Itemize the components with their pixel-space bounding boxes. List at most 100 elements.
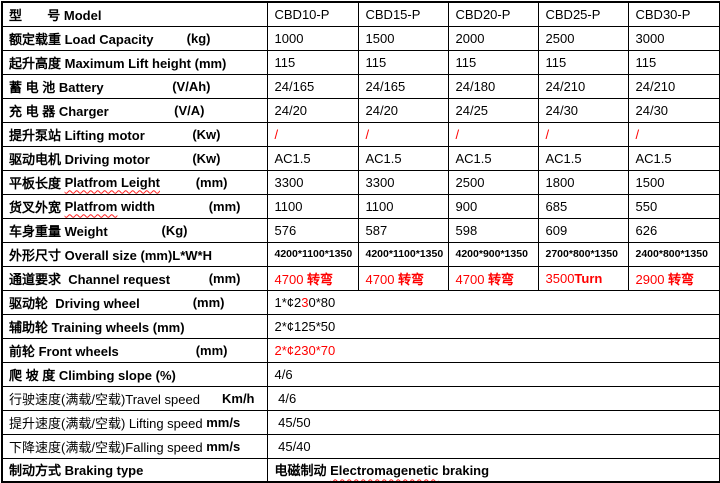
text-segment: CBD20-P	[455, 6, 511, 22]
text-segment: 爬 坡 度 Climbing slope (%)	[9, 367, 176, 383]
value-cell: 115	[357, 49, 449, 75]
text-segment: 45/40	[274, 438, 311, 454]
row-label-content: 额定载重 Load Capacity (kg)	[9, 29, 266, 48]
text-segment: 24/25	[455, 102, 489, 118]
lift-height-row: 起升高度 Maximum Lift height (mm) 115 115 115 11…	[1, 49, 720, 75]
value-cell: 24/210	[627, 73, 720, 99]
battery-row: 蓄 电 池 Battery (V/Ah) 24/165 24/165 24/180 24/…	[1, 73, 720, 99]
text-segment: 3000	[635, 30, 665, 46]
value-cell: /	[447, 121, 539, 147]
row-label: 充 电 器 Charger (V/A)	[1, 97, 268, 123]
value-cell: AC1.5	[266, 145, 359, 171]
value-cell: /	[266, 121, 359, 147]
text-segment: /	[545, 126, 550, 142]
text-segment: (Kw)	[192, 126, 221, 142]
value-cell: 24/20	[357, 97, 449, 123]
row-label-content: 下降速度(满载/空载)Falling speed mm/s	[9, 437, 266, 456]
text-segment: 24/30	[545, 102, 579, 118]
text-segment: 2*¢230*70	[274, 342, 336, 358]
text-segment: CBD10-P	[274, 6, 330, 22]
row-label-content: 爬 坡 度 Climbing slope (%)	[9, 365, 266, 384]
row-value-merged: 2*¢230*70	[266, 337, 720, 363]
text-segment: 行驶速度(满载/空载)Travel speed	[9, 391, 200, 407]
row-value-merged: 电磁制动 Electromagenetic braking	[266, 457, 720, 483]
text-segment: 3300	[274, 174, 304, 190]
text-segment: 转弯	[668, 271, 695, 287]
text-segment: 1*¢2	[274, 294, 302, 310]
row-label-content: 前轮 Front wheels (mm)	[9, 341, 266, 360]
text-segment: Electromagenetic	[330, 463, 439, 479]
value-cell: 24/30	[627, 97, 720, 123]
row-label: 前轮 Front wheels (mm)	[1, 337, 268, 363]
row-label-content: 提升泵站 Lifting motor (Kw)	[9, 125, 266, 144]
falling-speed-row: 下降速度(满载/空载)Falling speed mm/s 45/40	[1, 433, 720, 459]
text-segment: /	[455, 126, 460, 142]
row-label: 型 号 Model	[1, 1, 268, 27]
value-cell: 4200*1100*1350	[357, 241, 449, 267]
text-segment: 576	[274, 222, 297, 238]
text-segment: 驱动轮 Driving wheel	[9, 295, 140, 311]
text-segment: Km/h	[222, 390, 255, 406]
row-label-content: 平板长度 Platfrom Leight (mm)	[9, 173, 266, 192]
text-segment: 598	[455, 222, 478, 238]
text-segment: 2000	[455, 30, 485, 46]
value-cell: 2400*800*1350	[627, 241, 720, 267]
text-segment: 蓄 电 池 Battery	[9, 79, 104, 95]
row-label-content: 货叉外宽 Platfrom width (mm)	[9, 197, 266, 216]
text-segment: 626	[635, 222, 658, 238]
row-value-merged: 1*¢230*80	[266, 289, 720, 315]
value-cell: 3300	[357, 169, 449, 195]
text-segment: 1500	[365, 30, 395, 46]
text-segment: 45/50	[274, 414, 311, 430]
driving-motor-row: 驱动电机 Driving motor (Kw) AC1.5 AC1.5 AC1.5 AC1…	[1, 145, 720, 171]
text-segment: 电磁制动	[274, 463, 331, 479]
text-segment: 24/20	[365, 102, 399, 118]
text-segment: 4700	[365, 271, 399, 287]
text-segment: (Kg)	[161, 222, 188, 238]
text-segment: 587	[365, 222, 388, 238]
row-label: 起升高度 Maximum Lift height (mm)	[1, 49, 268, 75]
row-label: 外形尺寸 Overall size (mm)L*W*H	[1, 241, 268, 267]
text-segment: 24/210	[635, 78, 676, 94]
row-label: 货叉外宽 Platfrom width (mm)	[1, 193, 268, 219]
row-label: 辅助轮 Training wheels (mm)	[1, 313, 268, 339]
row-label-content: 蓄 电 池 Battery (V/Ah)	[9, 77, 266, 96]
value-cell: CBD25-P	[537, 1, 629, 27]
text-segment: CBD25-P	[545, 6, 601, 22]
text-segment: AC1.5	[545, 150, 582, 166]
row-label-content: 驱动电机 Driving motor (Kw)	[9, 149, 266, 168]
row-label-content: 驱动轮 Driving wheel (mm)	[9, 293, 266, 312]
value-cell: 550	[627, 193, 720, 219]
value-cell: 115	[537, 49, 629, 75]
text-segment: Platfrom	[64, 198, 118, 214]
value-cell: CBD30-P	[627, 1, 720, 27]
braking-type-row: 制动方式 Braking type 电磁制动 Electromagenetic b…	[1, 457, 720, 483]
text-segment: 起升高度 Maximum Lift height (mm)	[9, 55, 227, 71]
value-cell: 1100	[266, 193, 359, 219]
row-label: 驱动轮 Driving wheel (mm)	[1, 289, 268, 315]
row-label-content: 制动方式 Braking type	[9, 460, 266, 479]
text-segment: 115	[635, 54, 657, 70]
training-wheels-row: 辅助轮 Training wheels (mm) 2*¢125*50	[1, 313, 720, 339]
text-segment: 货叉外宽	[9, 199, 65, 215]
text-segment: 1100	[365, 198, 394, 214]
text-segment: AC1.5	[635, 150, 672, 166]
text-segment: 24/210	[545, 78, 586, 94]
value-cell: 1800	[537, 169, 629, 195]
value-cell: AC1.5	[357, 145, 449, 171]
text-segment: width	[117, 198, 155, 214]
row-label-content: 车身重量 Weight (Kg)	[9, 221, 266, 240]
text-segment: 2500	[455, 174, 485, 190]
value-cell: 1500	[357, 25, 449, 51]
text-segment: 4200*1100*1350	[274, 248, 353, 260]
value-cell: 598	[447, 217, 539, 243]
text-segment: 0*80	[308, 294, 336, 310]
platform-width-row: 货叉外宽 Platfrom width (mm) 1100 1100 900 685 550	[1, 193, 720, 219]
value-cell: 4700 转弯	[357, 265, 449, 291]
row-label: 额定载重 Load Capacity (kg)	[1, 25, 268, 51]
text-segment: 4200*900*1350	[455, 248, 528, 260]
text-segment: 4/6	[274, 366, 293, 382]
row-label-content: 通道要求 Channel request (mm)	[9, 269, 266, 288]
row-label-content: 行驶速度(满载/空载)Travel speed Km/h	[9, 389, 266, 408]
